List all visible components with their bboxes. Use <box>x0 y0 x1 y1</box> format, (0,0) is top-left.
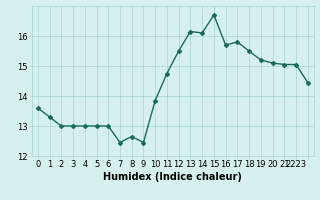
X-axis label: Humidex (Indice chaleur): Humidex (Indice chaleur) <box>103 172 242 182</box>
